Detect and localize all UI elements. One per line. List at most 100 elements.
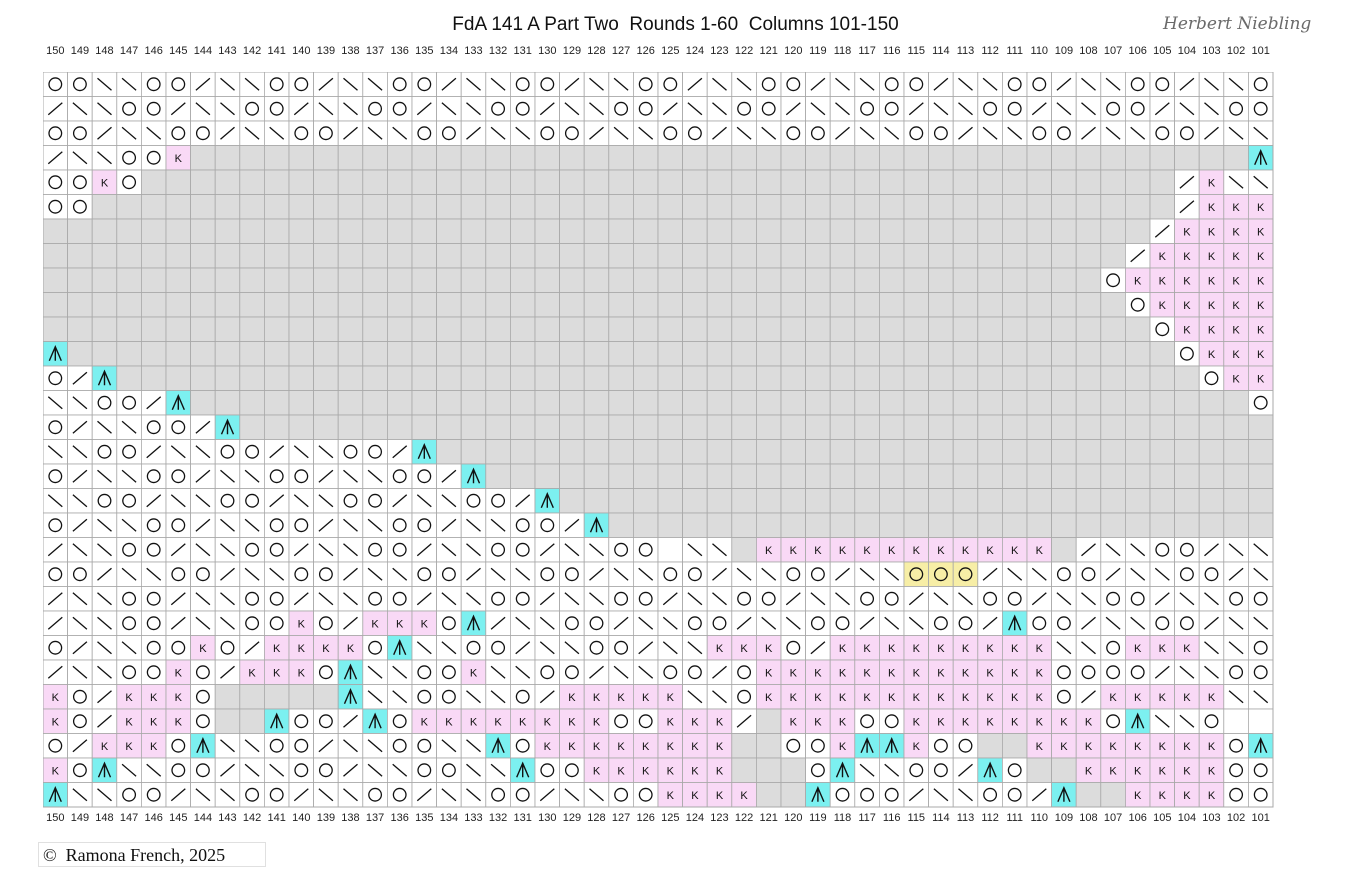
stitch-cell: K <box>337 635 364 661</box>
stitch-cell <box>239 390 265 416</box>
stitch-cell: K <box>1125 684 1151 710</box>
knit-symbol: K <box>1060 716 1068 728</box>
ssk-symbol <box>958 592 973 606</box>
stitch-cell <box>288 390 315 416</box>
stitch-cell: K <box>756 659 782 685</box>
stitch-cell <box>756 733 782 759</box>
k2tog-symbol <box>293 102 309 116</box>
chart-border <box>43 72 1274 808</box>
column-number-125: 125 <box>661 45 680 57</box>
stitch-cell <box>263 341 290 367</box>
knit-symbol: K <box>839 692 847 704</box>
stitch-cell <box>165 757 192 783</box>
stitch-cell <box>706 243 733 269</box>
stitch-cell <box>1002 292 1028 318</box>
stitch-cell: K <box>682 733 708 759</box>
stitch-cell <box>485 488 511 514</box>
stitch-cell <box>141 659 167 685</box>
stitch-cell <box>239 145 265 171</box>
stitch-cell <box>1075 512 1102 538</box>
ssk-symbol <box>1007 126 1023 140</box>
stitch-cell <box>436 72 462 97</box>
column-number-138: 138 <box>341 45 360 57</box>
yarn-over-symbol <box>1007 763 1022 778</box>
k2tog-symbol <box>318 518 334 532</box>
stitch-cell <box>780 512 807 538</box>
ssk-symbol <box>121 567 137 581</box>
k2tog-symbol <box>293 543 309 557</box>
stitch-cell <box>1100 194 1126 220</box>
ssk-symbol <box>539 616 555 630</box>
ssk-symbol <box>318 494 334 508</box>
stitch-cell <box>1051 145 1077 171</box>
stitch-cell <box>1002 414 1028 440</box>
yarn-over-symbol <box>318 126 333 141</box>
yarn-over-symbol <box>72 714 87 729</box>
stitch-cell <box>829 96 856 122</box>
knit-symbol: K <box>814 667 822 679</box>
stitch-cell <box>756 390 782 416</box>
copyright-notice: © Ramona French, 2025 <box>38 842 266 867</box>
stitch-cell <box>633 512 659 538</box>
stitch-cell <box>239 120 265 146</box>
ssk-symbol <box>343 592 358 606</box>
yarn-over-symbol <box>122 665 137 680</box>
stitch-cell <box>1223 537 1249 563</box>
stitch-cell <box>116 341 142 367</box>
stitch-cell <box>829 561 856 587</box>
stitch-cell <box>288 72 315 97</box>
stitch-cell: K <box>780 659 807 685</box>
ssk-symbol <box>490 763 506 777</box>
stitch-cell <box>977 72 1003 97</box>
stitch-cell <box>91 635 118 661</box>
stitch-cell <box>583 194 610 220</box>
stitch-cell <box>780 267 807 293</box>
knit-symbol: K <box>1208 324 1216 336</box>
stitch-cell <box>313 316 339 342</box>
stitch-cell <box>977 169 1003 195</box>
stitch-cell <box>43 414 69 440</box>
stitch-cell <box>977 120 1003 146</box>
ssk-symbol <box>1081 592 1096 606</box>
stitch-cell <box>559 145 585 171</box>
yarn-over-symbol <box>1229 738 1244 753</box>
yarn-over-symbol <box>72 199 87 214</box>
stitch-cell: K <box>879 635 905 661</box>
stitch-cell <box>731 733 757 759</box>
stitch-cell <box>682 120 708 146</box>
yarn-over-symbol <box>1130 101 1145 116</box>
stitch-cell <box>460 341 487 367</box>
stitch-cell <box>756 365 782 391</box>
stitch-cell <box>756 267 782 293</box>
ssk-symbol <box>367 763 383 777</box>
column-number-137: 137 <box>365 812 385 824</box>
stitch-cell: K <box>1149 267 1176 293</box>
stitch-cell <box>977 414 1003 440</box>
yarn-over-symbol <box>1229 787 1244 802</box>
stitch-cell <box>805 488 831 514</box>
stitch-cell <box>1075 316 1102 342</box>
ssk-symbol <box>466 592 481 606</box>
stitch-cell <box>67 316 93 342</box>
knit-symbol: K <box>986 667 994 679</box>
knit-symbol: K <box>986 643 994 655</box>
stitch-cell <box>903 463 930 489</box>
stitch-cell <box>141 463 167 489</box>
stitch-cell <box>460 537 487 563</box>
stitch-cell: K <box>43 684 69 710</box>
column-number-136: 136 <box>390 45 409 57</box>
yarn-over-symbol <box>195 714 210 729</box>
stitch-cell <box>214 463 241 489</box>
knit-symbol: K <box>1134 765 1142 777</box>
stitch-cell <box>903 488 930 514</box>
stitch-cell <box>559 390 585 416</box>
ssk-symbol <box>97 543 112 557</box>
stitch-cell <box>1149 72 1176 97</box>
yarn-over-symbol <box>933 738 948 753</box>
stitch-cell <box>436 733 462 759</box>
stitch-cell <box>952 561 979 587</box>
stitch-cell <box>362 463 388 489</box>
yarn-over-symbol <box>1007 77 1022 92</box>
stitch-cell: K <box>1223 292 1249 318</box>
stitch-cell <box>1223 659 1249 685</box>
